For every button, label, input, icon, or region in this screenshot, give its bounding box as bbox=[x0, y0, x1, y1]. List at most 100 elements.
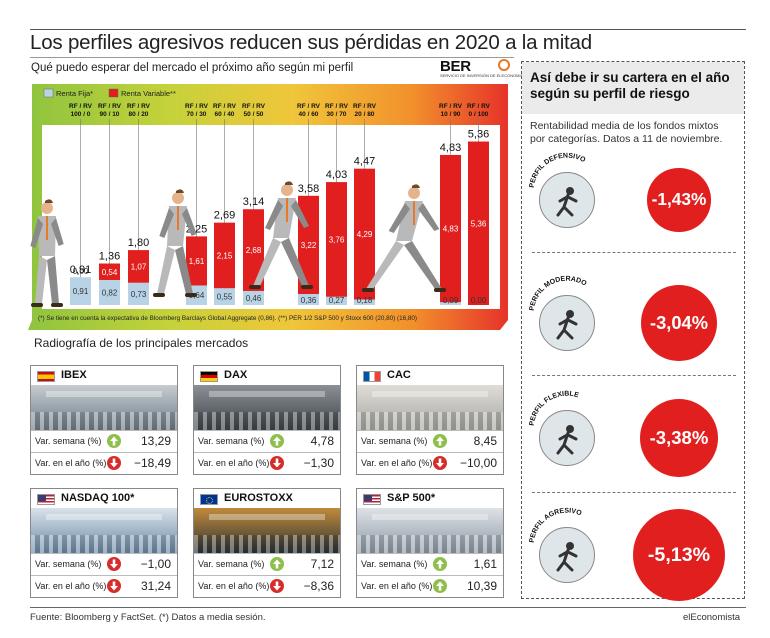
value-label-variable: 0,54 bbox=[102, 268, 118, 277]
category-label: RF / RV bbox=[353, 103, 377, 110]
year-value: −8,36 bbox=[303, 579, 334, 593]
page-title: Los perfiles agresivos reducen sus pérdi… bbox=[30, 31, 592, 54]
category-label: 40 / 60 bbox=[299, 111, 319, 118]
year-label: Var. en el año (%) bbox=[361, 581, 433, 591]
total-label: 4,83 bbox=[440, 142, 461, 154]
market-building-photo bbox=[194, 385, 340, 430]
year-value: −10,00 bbox=[459, 456, 497, 470]
category-label: RF / RV bbox=[325, 103, 349, 110]
year-value: 31,24 bbox=[140, 579, 171, 593]
week-label: Var. semana (%) bbox=[361, 436, 428, 446]
year-row: Var. en el año (%) −1,30 bbox=[194, 452, 340, 474]
market-card-eurostoxx: EUROSTOXX Var. semana (%) 7,12 Var. en e… bbox=[193, 488, 341, 598]
year-value: 10,39 bbox=[466, 579, 497, 593]
bar-renta-variable bbox=[214, 222, 235, 289]
eu-flag bbox=[200, 494, 218, 505]
sidebar-title: Así debe ir su cartera en el año según s… bbox=[530, 70, 730, 101]
category-label: 100 / 0 bbox=[71, 111, 91, 118]
market-building-photo bbox=[194, 508, 340, 553]
arrow-down-icon bbox=[270, 579, 284, 593]
bar-renta-fija bbox=[298, 294, 319, 305]
market-building-photo bbox=[357, 508, 503, 553]
profile-label: PERFIL DEFENSIVO bbox=[529, 153, 587, 189]
category-label: 60 / 40 bbox=[215, 111, 235, 118]
year-label: Var. en el año (%) bbox=[35, 458, 107, 468]
bar-renta-fija bbox=[214, 288, 235, 305]
value-label-fija: 0,55 bbox=[217, 293, 233, 302]
legend-variable-swatch bbox=[108, 88, 119, 98]
value-label-variable: 3,22 bbox=[301, 241, 317, 250]
year-label: Var. en el año (%) bbox=[361, 458, 433, 468]
card-header: S&P 500* bbox=[357, 489, 503, 508]
category-label: 70 / 30 bbox=[187, 111, 207, 118]
bar-renta-fija bbox=[128, 282, 149, 305]
profile-label: PERFIL AGRESIVO bbox=[529, 508, 583, 544]
value-label-fija: 0,09 bbox=[443, 296, 459, 305]
week-row: Var. semana (%) 8,45 bbox=[357, 430, 503, 452]
walking-man-illustration bbox=[153, 189, 197, 297]
arrow-down-icon bbox=[433, 456, 447, 470]
value-label-variable: 2,68 bbox=[246, 246, 262, 255]
week-label: Var. semana (%) bbox=[198, 559, 265, 569]
category-label: 90 / 10 bbox=[100, 111, 120, 118]
runner-illustration-group bbox=[30, 181, 446, 307]
logo-text: BER bbox=[440, 58, 471, 75]
card-header: DAX bbox=[194, 366, 340, 385]
arrow-down-icon bbox=[107, 557, 121, 571]
value-label-variable: 5,36 bbox=[471, 219, 487, 228]
bar-renta-variable bbox=[99, 263, 120, 280]
year-row: Var. en el año (%) −10,00 bbox=[357, 452, 503, 474]
week-row: Var. semana (%) −1,00 bbox=[31, 553, 177, 575]
chart-subtitle: Qué puedo esperar del mercado el próximo… bbox=[31, 62, 354, 74]
profile-label-arc: PERFIL DEFENSIVO bbox=[529, 153, 587, 189]
year-value: −1,30 bbox=[303, 456, 334, 470]
year-row: Var. en el año (%) 10,39 bbox=[357, 575, 503, 597]
value-label-variable: 4,29 bbox=[357, 230, 373, 239]
france-flag bbox=[363, 371, 381, 382]
bar-renta-fija bbox=[354, 299, 375, 305]
week-label: Var. semana (%) bbox=[198, 436, 265, 446]
legend-fija-label: Renta Fija* bbox=[56, 89, 93, 98]
logo-circle-icon bbox=[498, 59, 510, 71]
usa-flag bbox=[37, 494, 55, 505]
sidebar-description: Rentabilidad media de los fondos mixtos … bbox=[530, 120, 723, 145]
runner-profile-icon bbox=[539, 295, 595, 351]
footer-source: Fuente: Bloomberg y FactSet. (*) Datos a… bbox=[30, 612, 266, 623]
arrow-up-icon bbox=[270, 557, 284, 571]
total-label: 1,36 bbox=[99, 251, 120, 263]
market-building-photo bbox=[31, 385, 177, 430]
value-label-fija: 0,00 bbox=[471, 296, 487, 305]
profile-return-value: -3,38% bbox=[639, 398, 719, 478]
bar-renta-variable bbox=[440, 154, 461, 303]
jogging-man-illustration bbox=[249, 181, 313, 289]
market-card-s-p-500: S&P 500* Var. semana (%) 1,61 Var. en el… bbox=[356, 488, 504, 598]
usa-flag bbox=[363, 494, 381, 505]
profile-separator bbox=[532, 492, 736, 493]
value-label-variable: 3,76 bbox=[329, 235, 345, 244]
bar-renta-variable bbox=[326, 182, 347, 297]
market-name: IBEX bbox=[61, 369, 87, 381]
week-value: 8,45 bbox=[473, 434, 497, 448]
sidebar-header: Así debe ir su cartera en el año según s… bbox=[522, 62, 744, 114]
footer-rule bbox=[30, 607, 746, 608]
total-label: 3,58 bbox=[298, 183, 319, 195]
arrow-up-icon bbox=[433, 579, 447, 593]
profile-separator bbox=[532, 375, 736, 376]
title-rule bbox=[30, 57, 514, 58]
card-header: IBEX bbox=[31, 366, 177, 385]
week-label: Var. semana (%) bbox=[361, 559, 428, 569]
category-label: 10 / 90 bbox=[441, 111, 461, 118]
bar-renta-variable bbox=[468, 141, 489, 305]
bar-renta-variable bbox=[354, 168, 375, 300]
total-label: 4,03 bbox=[326, 169, 347, 181]
market-name: DAX bbox=[224, 369, 248, 381]
bar-renta-variable bbox=[186, 236, 207, 286]
category-label: 50 / 50 bbox=[244, 111, 264, 118]
value-label-fija: 0,82 bbox=[102, 288, 118, 297]
total-label: 2,69 bbox=[214, 210, 235, 222]
week-value: 4,78 bbox=[310, 434, 334, 448]
arrow-up-icon bbox=[107, 434, 121, 448]
week-row: Var. semana (%) 1,61 bbox=[357, 553, 503, 575]
sprinting-man-illustration bbox=[362, 184, 446, 292]
